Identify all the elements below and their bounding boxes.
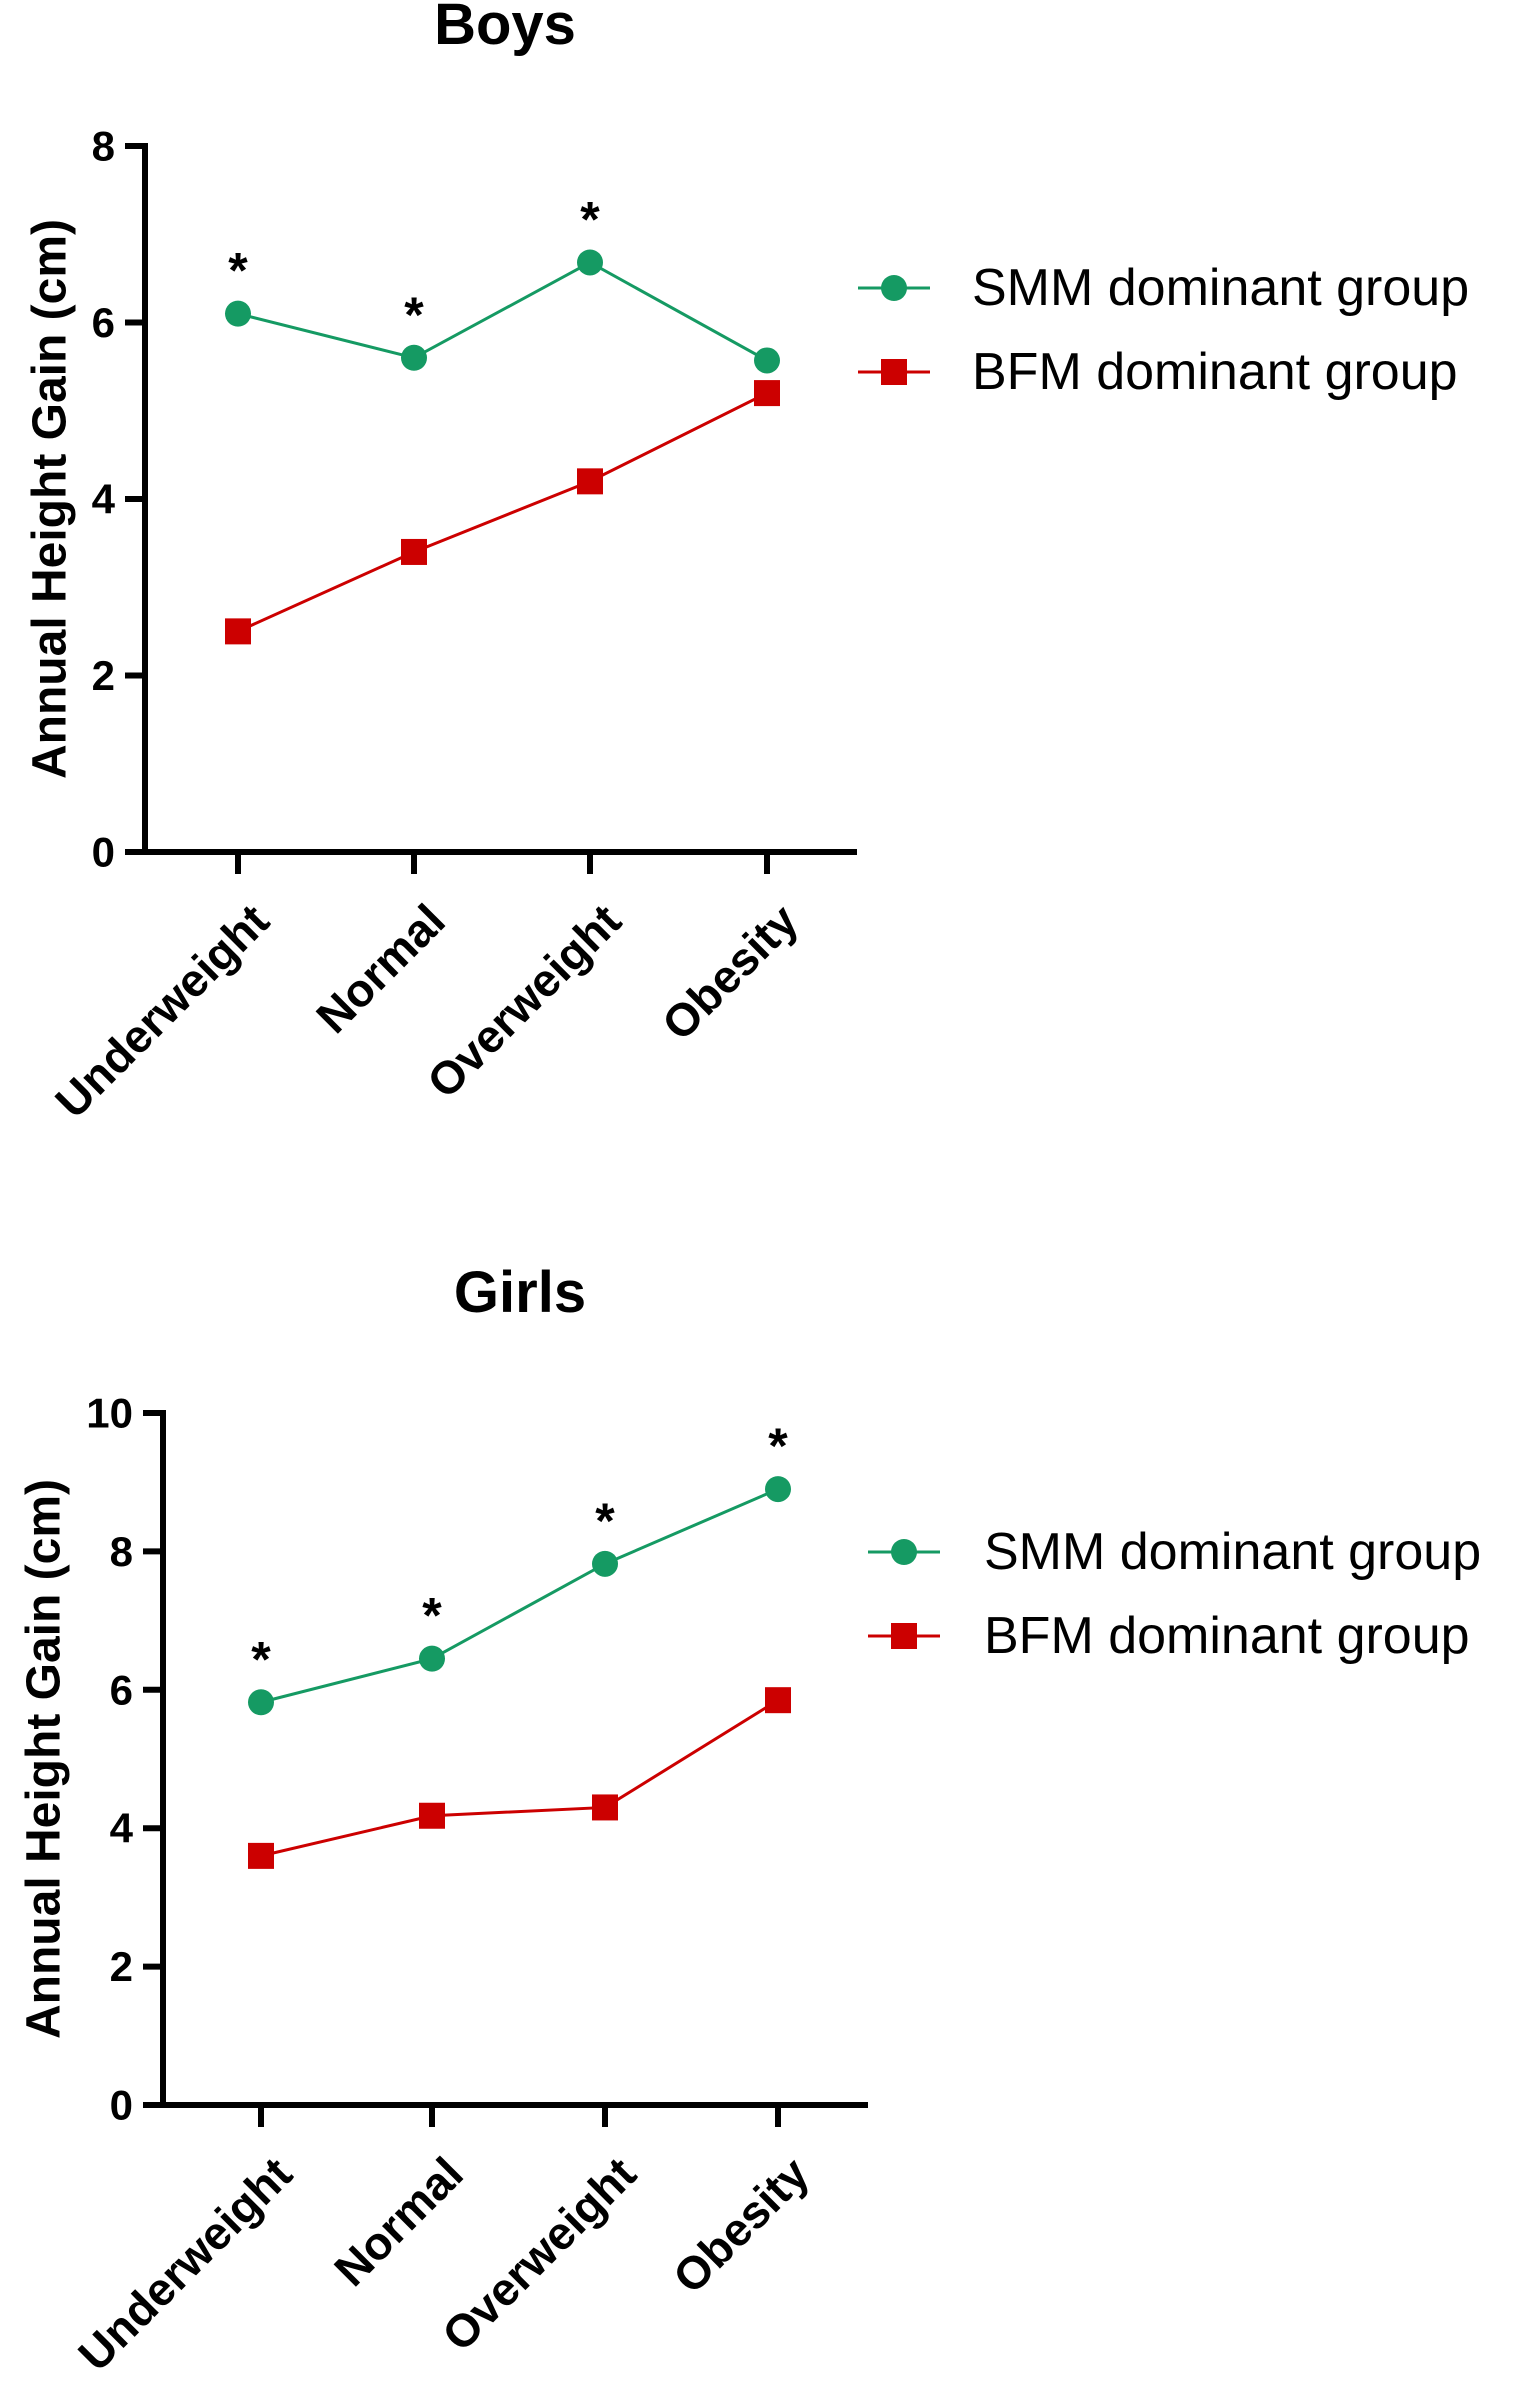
legend-marker-bfm [881, 359, 907, 385]
legend-marker-smm [881, 275, 907, 301]
x-category-label: Normal [306, 894, 455, 1043]
legend: SMM dominant group BFM dominant group [868, 1523, 1481, 1665]
x-category-label: Obesity [663, 2147, 819, 2303]
data-point-bfm [592, 1794, 618, 1821]
data-point-bfm [225, 618, 251, 645]
x-category-label: Normal [324, 2147, 473, 2296]
data-point-smm [401, 344, 427, 371]
y-tick-label: 2 [92, 652, 115, 699]
data-point-smm [592, 1550, 618, 1577]
data-point-smm [754, 347, 780, 374]
y-tick-label: 0 [110, 2082, 133, 2129]
data-point-smm [577, 249, 603, 276]
data-point-bfm [419, 1802, 445, 1829]
data-point-bfm [401, 538, 427, 565]
chart-title: Boys [434, 0, 576, 57]
x-category-label: Underweight [68, 2147, 302, 2381]
significance-marker: * [580, 191, 600, 247]
legend-marker-smm [891, 1539, 917, 1565]
data-point-bfm [248, 1842, 274, 1869]
legend-label: SMM dominant group [972, 259, 1469, 317]
series-line-smm [237, 260, 768, 362]
chart-panel-boys: Boys Annual Height Gain (cm) 0 2 4 6 8 Underwei… [24, 0, 1470, 1128]
x-category-label: Obesity [652, 894, 808, 1050]
y-tick-label: 8 [92, 123, 115, 170]
y-tick-label: 4 [92, 476, 116, 523]
data-point-smm [225, 300, 251, 327]
data-point-bfm [765, 1687, 791, 1714]
significance-marker: * [251, 1631, 271, 1687]
y-tick-label: 10 [86, 1390, 133, 1437]
data-point-smm [419, 1645, 445, 1672]
y-tick-label: 0 [92, 829, 115, 876]
series-line-bfm [237, 391, 768, 633]
legend-label: SMM dominant group [984, 1523, 1481, 1581]
significance-marker: * [404, 287, 424, 343]
legend-marker-bfm [891, 1623, 917, 1649]
legend-label: BFM dominant group [984, 1607, 1470, 1665]
y-tick-label: 2 [110, 1943, 133, 1990]
chart-panel-girls: Girls Annual Height Gain (cm) 0 2 4 6 8 10 Under… [18, 1260, 1482, 2381]
data-point-bfm [577, 468, 603, 495]
legend: SMM dominant group BFM dominant group [858, 259, 1469, 401]
y-tick-label: 8 [110, 1528, 133, 1575]
data-point-smm [765, 1476, 791, 1503]
y-axis-label: Annual Height Gain (cm) [18, 1479, 71, 2039]
x-category-label: Underweight [45, 894, 279, 1128]
significance-marker: * [228, 243, 248, 299]
data-point-smm [248, 1689, 274, 1716]
legend-label: BFM dominant group [972, 343, 1458, 401]
significance-marker: * [422, 1588, 442, 1644]
significance-marker: * [595, 1493, 615, 1549]
chart-title: Girls [454, 1260, 586, 1325]
y-tick-label: 6 [110, 1666, 133, 1713]
y-tick-label: 4 [110, 1805, 134, 1852]
series-line-smm [260, 1487, 779, 1704]
significance-marker: * [768, 1418, 788, 1474]
y-tick-label: 6 [92, 299, 115, 346]
series-line-bfm [260, 1698, 779, 1858]
data-point-bfm [754, 380, 780, 407]
y-axis-label: Annual Height Gain (cm) [24, 219, 77, 779]
